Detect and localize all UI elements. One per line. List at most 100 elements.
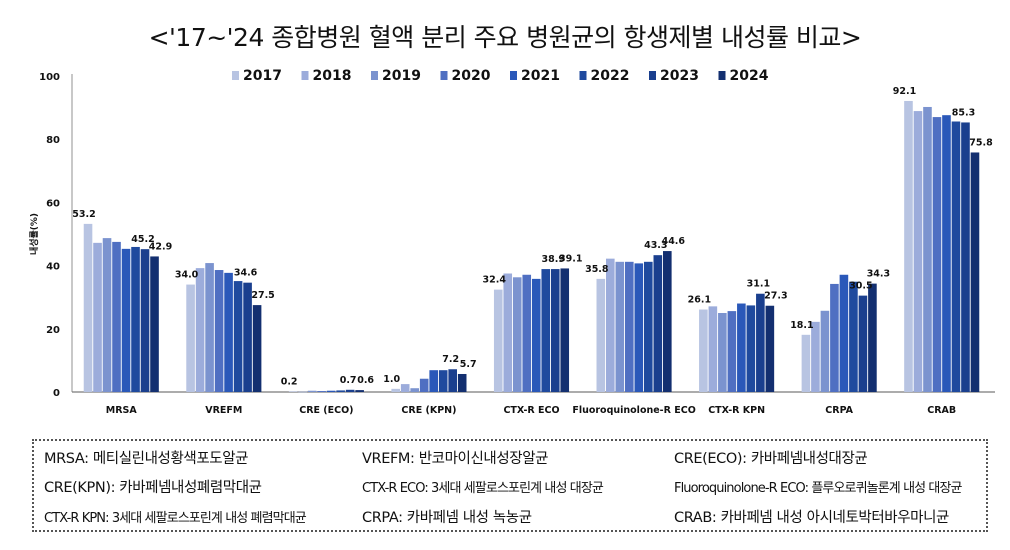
legend-swatch-2018	[301, 71, 309, 80]
legend-swatch-2017	[232, 71, 239, 80]
bar-2024	[868, 283, 877, 392]
legend-label: 2017	[243, 68, 282, 84]
legend-swatch-2023	[649, 71, 656, 80]
bar-2018	[298, 391, 307, 393]
data-label: 43.3	[644, 240, 667, 251]
data-label: 18.1	[790, 320, 813, 331]
bar-2020	[727, 311, 737, 392]
legend-swatch-2022	[579, 71, 587, 80]
bar-2023	[345, 389, 355, 392]
bar-2019	[102, 238, 112, 392]
data-label: 27.3	[764, 291, 787, 302]
bar-2017	[83, 223, 93, 392]
bar-2021	[121, 248, 131, 392]
bar-2021	[531, 278, 541, 392]
data-label: 92.1	[893, 86, 916, 97]
bar-2024	[970, 152, 980, 392]
bar-2021	[429, 370, 438, 392]
abbreviation-footnote: MRSA: 메티실린내성황색포도알균 VREFM: 반코마이신내성장알균 CRE…	[32, 439, 988, 532]
legend-swatch-2021	[510, 71, 517, 80]
bar-2022	[131, 246, 140, 392]
bar-2022	[849, 281, 858, 392]
y-tick-label: 0	[53, 388, 60, 399]
legend-swatch-2024	[718, 71, 726, 80]
chart-title: <'17~'24 종합병원 혈액 분리 주요 병원균의 항생제별 내성률 비교>	[148, 23, 862, 52]
data-label: 34.6	[234, 268, 258, 279]
bar-2020	[932, 117, 942, 392]
data-label: 26.1	[688, 295, 711, 306]
data-label: 0.6	[357, 375, 374, 386]
footnote-item: CRE(ECO): 카바페넴내성대장균	[674, 451, 868, 467]
data-label: 53.2	[72, 209, 95, 220]
bar-2020	[419, 378, 429, 392]
data-label: 35.8	[585, 264, 609, 275]
bar-2020	[830, 283, 839, 392]
bar-2022	[644, 261, 653, 392]
bar-2018	[400, 384, 410, 392]
bar-2023	[756, 293, 765, 392]
data-label: 75.8	[969, 137, 993, 148]
bar-2024	[765, 305, 775, 392]
footnote-item: CRE(KPN): 카바페넴내성폐렴막대균	[44, 480, 262, 496]
data-label: 34.3	[867, 269, 890, 280]
bar-2023	[858, 295, 868, 392]
bar-2018	[93, 242, 102, 392]
bar-2022	[438, 370, 448, 392]
bar-2023	[140, 249, 150, 392]
bar-2021	[737, 303, 746, 392]
y-axis-title: 내성률(%)	[28, 213, 40, 255]
data-label: 5.7	[460, 359, 477, 370]
bar-2024	[150, 256, 159, 392]
y-tick-label: 40	[46, 262, 60, 273]
bar-2018	[606, 258, 615, 392]
bar-2020	[625, 261, 634, 392]
bar-2017	[186, 284, 195, 392]
legend-swatch-2020	[440, 71, 448, 80]
x-tick-label: MRSA	[106, 405, 138, 416]
bar-2022	[951, 121, 961, 392]
x-tick-label: CTX-R KPN	[708, 405, 765, 416]
legend-label: 2023	[660, 68, 699, 84]
data-label: 30.5	[849, 281, 872, 292]
bar-2020	[317, 391, 326, 392]
y-tick-label: 100	[39, 72, 60, 83]
x-tick-label: CRAB	[927, 405, 956, 416]
bar-2023	[243, 282, 252, 392]
bar-2019	[410, 388, 419, 392]
bar-2022	[746, 305, 756, 392]
bar-2017	[288, 391, 298, 392]
bar-2019	[923, 106, 932, 392]
x-tick-label: CRE (KPN)	[401, 405, 456, 416]
bar-2022	[541, 269, 551, 392]
footnote-item: CTX-R KPN: 3세대 세팔로스포린계 내성 폐렴막대균	[44, 511, 307, 526]
bar-2022	[233, 281, 243, 392]
legend-label: 2020	[452, 68, 491, 84]
data-labels: 53.2 45.242.9 34.0 34.6 27.5 0.2 0.7 0.6 1.0 7.2 5…	[72, 86, 993, 387]
x-tick-label: Fluoroquinolone-R ECO	[572, 405, 695, 416]
data-label: 42.9	[149, 241, 172, 252]
bar-2021	[634, 263, 644, 392]
bar-2024	[252, 305, 262, 392]
bar-2023	[448, 369, 457, 392]
bar-2021	[839, 274, 849, 392]
y-tick-label: 60	[46, 198, 60, 209]
legend-label: 2021	[521, 68, 560, 84]
legend-label: 2019	[382, 68, 421, 84]
bar-2023	[961, 122, 970, 392]
footnote-item: CRPA: 카바페넴 내성 녹농균	[362, 510, 532, 526]
bar-2020	[522, 274, 532, 392]
bar-2017	[391, 388, 400, 392]
bar-2017	[493, 289, 503, 392]
bar-2021	[326, 390, 336, 392]
bar-2017	[904, 100, 913, 393]
bars	[83, 100, 980, 393]
data-label: 0.2	[281, 376, 298, 387]
bar-2023	[550, 269, 560, 392]
bar-2018	[913, 111, 923, 393]
bar-2024	[355, 390, 364, 392]
x-tick-label: CRE (ECO)	[299, 405, 353, 416]
legend-label: 2018	[313, 68, 352, 84]
data-label: 44.6	[662, 236, 686, 247]
data-label: 34.0	[175, 270, 199, 281]
bar-2018	[195, 268, 205, 392]
